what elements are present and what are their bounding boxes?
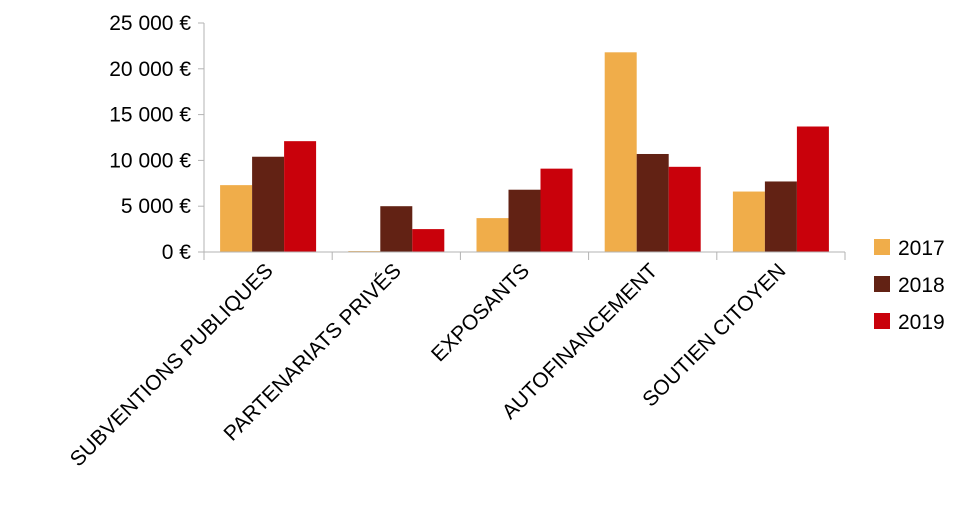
bar-2018-5 [764,181,797,252]
y-tick-label: 5 000 € [121,195,191,218]
legend: 2017 2018 2019 [874,237,945,334]
legend-swatch-2019 [874,313,890,329]
y-tick-label: 25 000 € [109,12,191,35]
y-tick-label: 20 000 € [109,58,191,81]
legend-label-2019: 2019 [898,311,945,334]
y-axis: 0 € 5 000 € 10 000 € 15 000 € 20 000 € 25 000… [109,12,204,264]
bar-2018-2 [380,206,413,252]
bar-2018-1 [252,156,285,252]
legend-swatch-2017 [874,239,890,255]
bar-2019-2 [412,229,445,252]
bar-2019-3 [540,168,573,252]
bar-2019-5 [796,126,829,252]
x-tick-label: SOUTIEN CITOYEN [638,259,790,411]
bar-2019-1 [284,141,317,252]
bar-2018-4 [636,153,669,252]
legend-label-2018: 2018 [898,274,945,297]
x-tick-label: EXPOSANTS [427,259,534,366]
bar-2017-5 [732,191,765,252]
bar-2019-4 [668,166,701,252]
y-tick-label: 0 € [162,241,192,264]
bar-2017-3 [476,218,509,252]
y-tick-label: 10 000 € [109,149,191,172]
bar-2017-1 [220,185,253,252]
bar-2018-3 [508,189,541,252]
axes [203,23,846,260]
legend-swatch-2018 [874,276,890,292]
bars-group [220,52,829,253]
x-tick-label: SUBVENTIONS PUBLIQUES [66,259,278,471]
y-tick-label: 15 000 € [109,104,191,127]
bar-2017-4 [604,52,637,253]
legend-label-2017: 2017 [898,237,945,260]
